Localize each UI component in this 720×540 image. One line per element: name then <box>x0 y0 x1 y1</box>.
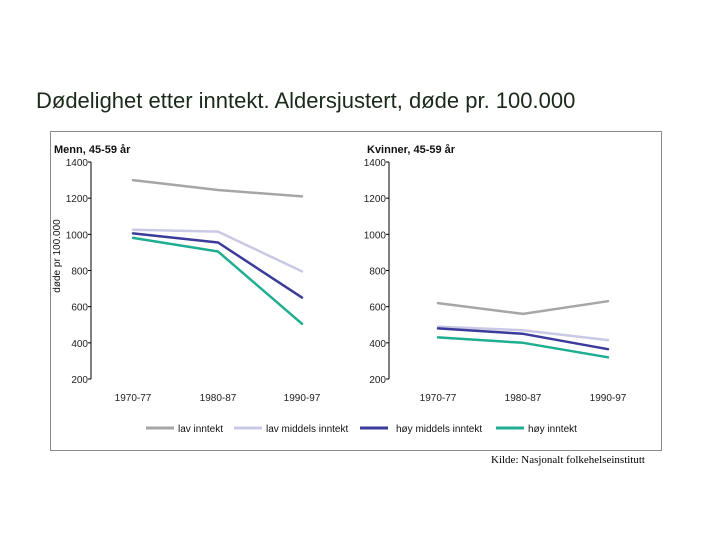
x-tick-label: 1980-87 <box>505 393 542 404</box>
series-line <box>436 325 610 342</box>
y-tick-label: 400 <box>71 339 88 350</box>
y-tick-label: 1200 <box>66 194 89 205</box>
y-tick-label: 1000 <box>364 230 387 241</box>
panel-title-men: Menn, 45-59 år <box>54 144 131 156</box>
x-tick-label: 1980-87 <box>200 393 237 404</box>
y-tick-label: 1200 <box>364 194 387 205</box>
y-tick-label: 1000 <box>66 230 89 241</box>
x-tick-label: 1970-77 <box>115 393 152 404</box>
series-line <box>436 327 610 351</box>
series-line <box>131 236 304 326</box>
series-line <box>131 228 304 273</box>
y-tick-label: 800 <box>71 267 88 278</box>
x-tick-label: 1990-97 <box>590 393 627 404</box>
y-tick-label: 600 <box>71 303 88 314</box>
y-tick-label: 400 <box>369 339 386 350</box>
y-axis-label: døde pr 100.000 <box>52 219 63 293</box>
series-line <box>436 299 610 316</box>
series-line <box>131 232 304 299</box>
legend-label: lav middels inntekt <box>266 424 348 435</box>
plot-layer: 1400 1200 1000 800 600 400 200 1970-77 1980-87 19… <box>66 158 627 404</box>
y-tick-label: 200 <box>71 375 88 386</box>
legend-label: lav inntekt <box>178 424 223 435</box>
chart-frame <box>50 131 662 451</box>
source-note: Kilde: Nasjonalt folkehelseinstitutt <box>491 454 645 466</box>
slide-title: Dødelighet etter inntekt. Aldersjustert,… <box>36 88 576 113</box>
y-tick-label: 1400 <box>364 158 387 169</box>
legend: lav inntekt lav middels inntekt høy middel… <box>146 424 577 435</box>
y-tick-label: 800 <box>369 267 386 278</box>
y-tick-label: 1400 <box>66 158 89 169</box>
y-tick-label: 600 <box>369 303 386 314</box>
x-tick-label: 1970-77 <box>420 393 457 404</box>
legend-label: høy middels inntekt <box>396 424 482 435</box>
legend-label: høy inntekt <box>528 424 577 435</box>
panel-title-women: Kvinner, 45-59 år <box>367 144 456 156</box>
series-line <box>131 178 304 198</box>
x-tick-label: 1990-97 <box>284 393 321 404</box>
y-tick-label: 200 <box>369 375 386 386</box>
series-line <box>436 336 610 359</box>
